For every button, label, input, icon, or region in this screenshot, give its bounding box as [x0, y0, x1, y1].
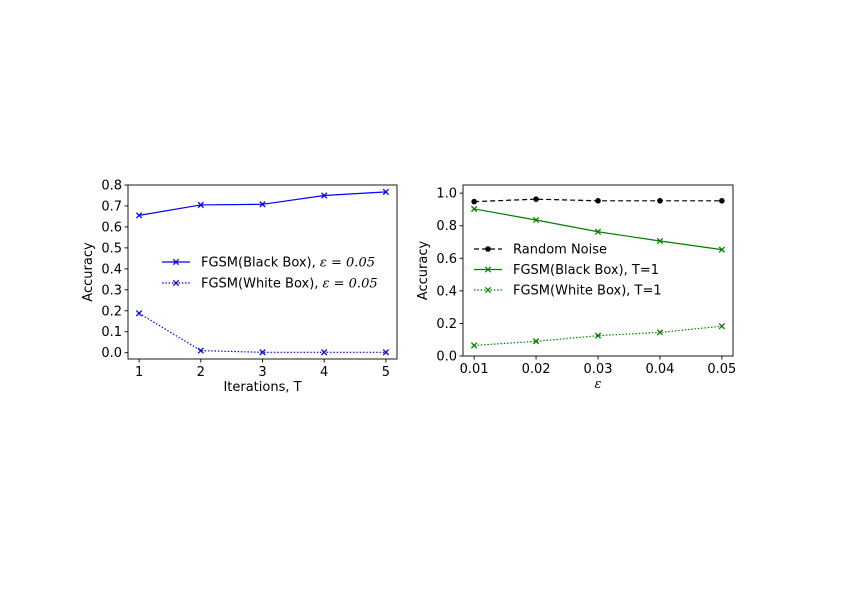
data-point [197, 347, 204, 354]
data-point [594, 332, 602, 339]
y-tick-label: 0.4 [436, 284, 457, 299]
x-tick-label: 0.02 [522, 362, 551, 377]
y-tick-label: 0.3 [101, 283, 122, 298]
y-tick-label: 0.7 [101, 199, 122, 214]
data-point [471, 198, 477, 205]
x-tick-label: 0.01 [460, 362, 489, 377]
legend-entry: FGSM(White Box), T=1 [513, 284, 662, 299]
data-point [259, 349, 266, 356]
data-point [656, 329, 664, 336]
y-tick-label: 0.6 [436, 252, 457, 267]
legend-entry: FGSM(White Box), ε = 0.05 [201, 277, 378, 292]
data-point [135, 310, 143, 317]
x-tick-label: 3 [258, 365, 266, 380]
series-1 [471, 196, 725, 205]
y-tick-label: 0.6 [101, 220, 122, 235]
y-tick-label: 0.8 [101, 179, 122, 194]
y-tick-label: 1.0 [436, 187, 457, 202]
data-point [594, 228, 602, 235]
y-tick-label: 0.2 [101, 304, 122, 319]
chart-2: 0.01 0.02 0.03 0.04 0.05 0.0 0.2 0.4 0.6 0.8 1.0 ε A… [416, 184, 736, 392]
data-point [470, 205, 478, 213]
legend-entry: Random Noise [513, 243, 607, 258]
plot-frame [127, 184, 398, 360]
y-axis-label: Accuracy [81, 242, 96, 302]
legend: FGSM(Black Box), ε = 0.05 FGSM(White Box)… [162, 256, 378, 292]
data-point [197, 201, 204, 209]
x-tick-label: 0.03 [584, 362, 613, 377]
legend-marker [485, 246, 491, 252]
data-point [382, 349, 390, 356]
data-point [321, 349, 328, 356]
legend-entry: FGSM(Black Box), T=1 [513, 263, 659, 278]
data-point [532, 338, 540, 345]
x-tick-label: 0.05 [707, 362, 736, 377]
x-axis-label: ε [595, 377, 602, 392]
data-point [718, 246, 726, 253]
y-tick-label: 0.0 [436, 350, 457, 365]
x-tick-label: 1 [135, 365, 143, 380]
legend-entry: FGSM(Black Box), ε = 0.05 [201, 256, 375, 271]
x-tick-label: 2 [197, 365, 205, 380]
y-tick-label: 0.5 [101, 241, 122, 256]
chart-1: 1 2 3 4 5 0.0 0.1 0.2 0.3 0.4 0.5 0.6 0.7 0.8 Iteratio… [81, 179, 398, 395]
data-point [532, 216, 540, 224]
data-point [656, 237, 664, 245]
y-tick-label: 0.2 [436, 317, 457, 332]
series-2 [135, 310, 390, 356]
data-point [259, 201, 266, 208]
y-axis-label: Accuracy [416, 241, 431, 301]
data-point [719, 197, 725, 204]
y-tick-label: 0.4 [101, 262, 122, 277]
series-line [138, 312, 386, 353]
legend-marker [484, 286, 492, 294]
series-2 [470, 205, 726, 253]
data-point [718, 323, 726, 330]
legend-marker [172, 258, 180, 266]
series-3 [470, 323, 726, 349]
data-point [382, 188, 390, 196]
data-point [533, 196, 539, 202]
legend-marker [484, 266, 492, 273]
x-tick-label: 0.04 [645, 362, 674, 377]
x-axis-label: Iterations, T [223, 380, 301, 395]
y-tick-label: 0.8 [436, 219, 457, 234]
legend: Random Noise FGSM(Black Box), T=1 FGSM(Whi… [474, 243, 662, 299]
data-point [321, 192, 328, 199]
y-tick-label: 0.0 [101, 346, 122, 361]
data-point [470, 342, 478, 349]
x-tick-label: 4 [320, 365, 328, 380]
legend-marker [172, 279, 180, 287]
y-tick-label: 0.1 [101, 325, 122, 340]
x-tick-label: 5 [382, 365, 390, 380]
data-point [595, 197, 601, 204]
data-point [135, 212, 143, 219]
data-point [657, 197, 663, 204]
series-1 [135, 188, 390, 219]
